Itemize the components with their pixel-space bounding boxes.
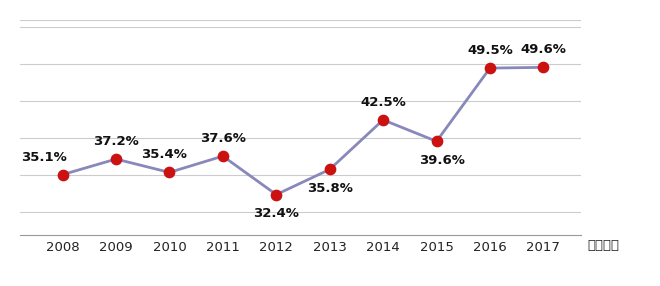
Point: [164, 170, 175, 175]
Point: [111, 157, 121, 161]
Text: 37.2%: 37.2%: [93, 135, 139, 148]
Text: 37.6%: 37.6%: [200, 132, 246, 145]
Point: [484, 66, 495, 70]
Point: [325, 167, 335, 172]
Text: 35.1%: 35.1%: [21, 150, 67, 164]
Text: 49.6%: 49.6%: [521, 43, 566, 56]
Text: （年度）: （年度）: [588, 239, 620, 253]
Point: [218, 154, 228, 158]
Text: 42.5%: 42.5%: [360, 96, 406, 109]
Text: 32.4%: 32.4%: [253, 207, 299, 221]
Point: [378, 118, 388, 122]
Text: 35.4%: 35.4%: [141, 148, 187, 161]
Text: 35.8%: 35.8%: [307, 182, 352, 195]
Text: 39.6%: 39.6%: [419, 154, 465, 167]
Text: 49.5%: 49.5%: [467, 44, 513, 57]
Point: [271, 192, 282, 197]
Point: [431, 139, 442, 144]
Point: [57, 172, 68, 177]
Point: [538, 65, 548, 70]
